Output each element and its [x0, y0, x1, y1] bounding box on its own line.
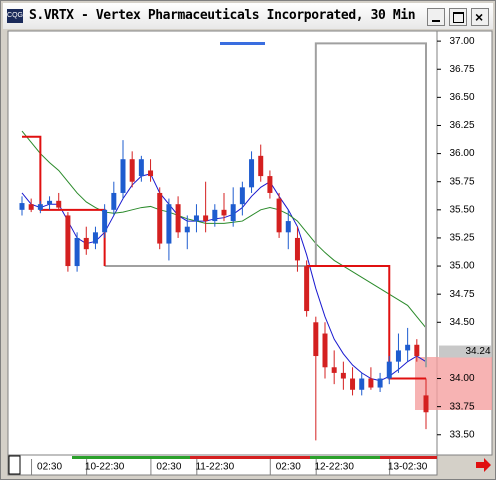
y-tick-label: 37.00: [449, 36, 474, 47]
candle-body: [368, 378, 374, 388]
y-tick-label: 36.75: [449, 64, 474, 75]
indicator-line: [21, 130, 427, 329]
candle-body: [19, 203, 25, 210]
candle-body: [249, 159, 255, 188]
candle-body: [65, 215, 71, 267]
candle-body: [120, 159, 126, 193]
candle-body: [47, 200, 53, 205]
candle-body: [405, 344, 411, 351]
candle-body: [203, 215, 209, 222]
candle-body: [28, 204, 34, 210]
x-tick-label: 10-22:30: [85, 462, 125, 473]
x-tick-label: 13-02:30: [388, 462, 428, 473]
candle-body: [175, 204, 181, 233]
candle-body: [37, 204, 43, 210]
candle-body: [359, 378, 365, 390]
candle-body: [267, 176, 273, 193]
candle-body: [129, 159, 135, 182]
candle-body: [221, 209, 227, 216]
plot-area: [7, 30, 438, 456]
y-tick-label: 33.75: [449, 401, 474, 412]
candle-body: [83, 237, 89, 250]
candle-body: [350, 378, 356, 390]
last-price-label: 34.24: [465, 346, 490, 357]
y-tick-label: 34.00: [449, 373, 474, 384]
indicator-line: [22, 135, 426, 380]
indicator-line: [104, 42, 427, 368]
x-tick-label: 02:30: [156, 462, 181, 473]
y-tick-label: 34.50: [449, 317, 474, 328]
candle-body: [386, 361, 392, 379]
x-tick-label: 02:30: [276, 462, 301, 473]
candle-body: [322, 333, 328, 368]
session-bar: [190, 456, 310, 459]
candle-body: [74, 237, 80, 267]
candle-body: [414, 344, 420, 357]
candle-body: [111, 192, 117, 210]
window-title: S.VRTX - Vertex Pharmaceuticals Incorpor…: [29, 8, 416, 23]
y-tick-label: 36.00: [449, 148, 474, 159]
y-tick-label: 35.25: [449, 233, 474, 244]
candle-body: [102, 209, 108, 233]
candle-body: [166, 204, 172, 244]
session-bar: [310, 456, 380, 459]
y-tick-label: 36.25: [449, 120, 474, 131]
candle-body: [212, 209, 218, 222]
candle-body: [157, 192, 163, 244]
y-tick-label: 33.50: [449, 429, 474, 440]
candle-body: [230, 204, 236, 222]
scroll-arrow[interactable]: [476, 458, 491, 472]
maximize-button[interactable]: [449, 8, 467, 26]
time-axis: [7, 454, 438, 476]
y-tick-label: 34.75: [449, 289, 474, 300]
x-tick-label: 02:30: [37, 462, 62, 473]
minimize-button[interactable]: [427, 8, 445, 26]
candle-body: [313, 322, 319, 357]
candle-body: [377, 378, 383, 388]
candle-body: [395, 350, 401, 362]
candle-body: [148, 170, 154, 177]
x-tick-label: 12-22:30: [314, 462, 354, 473]
session-bar: [72, 456, 190, 459]
candle-body: [304, 266, 310, 312]
candle-body: [193, 215, 199, 222]
candle-body: [423, 395, 429, 413]
last-price-box: [439, 345, 491, 358]
candle-body: [184, 226, 190, 233]
y-tick-label: 35.00: [449, 261, 474, 272]
close-button[interactable]: ×: [471, 8, 489, 26]
marker: [220, 42, 265, 45]
candle-body: [138, 159, 144, 177]
candle-body: [276, 198, 282, 233]
y-tick-label: 35.75: [449, 176, 474, 187]
candle-body: [56, 200, 62, 208]
candle-body: [294, 237, 300, 261]
candle-body: [331, 367, 337, 373]
candle-body: [239, 187, 245, 205]
candle-body: [92, 232, 98, 244]
candle-body: [258, 155, 264, 177]
y-tick-label: 36.50: [449, 92, 474, 103]
candle-body: [285, 221, 291, 233]
session-bar: [380, 456, 437, 459]
title-bar: CQG S.VRTX - Vertex Pharmaceuticals Inco…: [3, 3, 493, 29]
y-tick-label: 35.50: [449, 204, 474, 215]
app-icon: CQG: [7, 9, 23, 23]
scroll-box[interactable]: [8, 455, 21, 475]
candle-body: [340, 372, 346, 379]
x-tick-label: 11-22:30: [195, 462, 234, 473]
